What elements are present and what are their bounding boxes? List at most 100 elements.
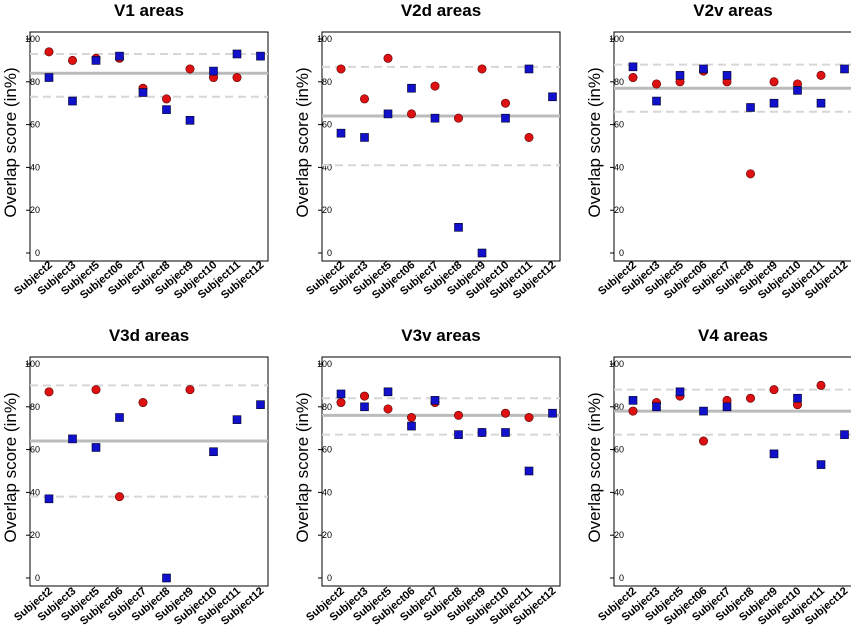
data-point-circle xyxy=(745,169,755,179)
chart-title: V2v areas xyxy=(693,1,772,20)
data-point-square xyxy=(44,494,54,504)
y-tick-label: 80 xyxy=(322,402,332,412)
y-axis-label: Overlap score (in%) xyxy=(585,392,604,542)
data-point-square xyxy=(115,51,124,61)
plot-frame xyxy=(321,356,561,587)
data-point-circle xyxy=(44,47,54,57)
data-point-square xyxy=(383,387,393,397)
data-point-square xyxy=(699,406,708,416)
data-point-square xyxy=(628,396,638,405)
data-point-square xyxy=(360,133,369,142)
data-point-circle xyxy=(500,408,510,418)
y-tick-label: 0 xyxy=(35,248,40,258)
y-tick-label: 20 xyxy=(322,205,332,215)
data-point-square xyxy=(232,49,242,59)
chart-title: V2d areas xyxy=(401,1,481,20)
data-point-circle xyxy=(406,109,416,119)
data-point-square xyxy=(793,86,802,95)
y-tick-label: 20 xyxy=(30,530,40,540)
data-point-square xyxy=(793,393,802,403)
data-point-square xyxy=(840,64,849,74)
data-point-square xyxy=(91,443,101,452)
y-tick-label: 60 xyxy=(322,445,332,455)
data-point-square xyxy=(68,96,77,106)
data-point-circle xyxy=(524,412,534,422)
data-point-square xyxy=(548,92,557,102)
y-tick-label: 20 xyxy=(30,205,40,215)
data-point-square xyxy=(256,400,265,409)
data-point-square xyxy=(524,466,534,476)
data-point-circle xyxy=(44,387,54,397)
data-point-square xyxy=(840,430,849,439)
data-point-square xyxy=(407,83,416,93)
data-point-circle xyxy=(816,70,826,80)
data-point-circle xyxy=(453,410,463,420)
data-point-square xyxy=(91,56,101,65)
chart-panel-4: V3d areas Overlap score (in%) 0 20 40 60 80 100… xyxy=(1,326,269,628)
y-tick-label: 40 xyxy=(30,487,40,497)
data-point-square xyxy=(746,103,755,112)
data-point-square xyxy=(430,113,440,123)
data-point-circle xyxy=(68,55,78,65)
y-tick-label: 80 xyxy=(614,77,624,87)
y-tick-label: 60 xyxy=(614,120,624,130)
data-point-circle xyxy=(628,406,638,416)
data-point-square xyxy=(336,128,346,138)
y-tick-label: 100 xyxy=(25,34,40,44)
chart-title: V1 areas xyxy=(114,1,184,20)
data-point-circle xyxy=(383,53,393,63)
data-point-square xyxy=(652,96,661,106)
data-point-square xyxy=(769,449,779,459)
data-point-square xyxy=(209,447,218,457)
plot-frame xyxy=(613,356,851,587)
y-tick-label: 100 xyxy=(25,359,40,369)
chart-title: V4 areas xyxy=(698,326,768,345)
data-point-circle xyxy=(769,77,779,87)
data-point-circle xyxy=(162,94,172,104)
data-point-square xyxy=(407,421,416,431)
y-axis-label: Overlap score (in%) xyxy=(1,392,20,542)
data-point-square xyxy=(769,98,779,108)
data-point-square xyxy=(360,402,369,412)
y-tick-label: 40 xyxy=(322,162,332,172)
data-point-circle xyxy=(383,404,393,414)
data-point-circle xyxy=(651,79,661,89)
data-point-circle xyxy=(91,385,101,395)
data-point-square xyxy=(209,66,218,76)
data-point-square xyxy=(722,402,732,412)
y-tick-label: 40 xyxy=(30,162,40,172)
y-tick-label: 60 xyxy=(614,445,624,455)
data-point-circle xyxy=(453,113,463,123)
data-point-square xyxy=(501,428,510,437)
data-point-square xyxy=(454,430,463,439)
data-point-square xyxy=(256,51,265,61)
data-point-square xyxy=(44,73,54,82)
data-point-square xyxy=(477,428,487,437)
data-point-square xyxy=(232,415,242,424)
data-point-square xyxy=(628,62,638,72)
data-point-circle xyxy=(500,98,510,108)
data-point-square xyxy=(68,434,77,444)
data-point-circle xyxy=(185,64,195,74)
data-point-circle xyxy=(698,436,708,446)
data-point-circle xyxy=(232,73,242,83)
data-point-square xyxy=(138,88,148,97)
chart-panel-3: V2v areas Overlap score (in%) 0 20 40 60 80 100… xyxy=(585,1,851,302)
data-point-square xyxy=(383,109,393,119)
y-tick-label: 80 xyxy=(30,77,40,87)
data-point-circle xyxy=(816,380,826,390)
y-axis-label: Overlap score (in%) xyxy=(293,67,312,217)
plot-frame xyxy=(29,356,269,587)
y-tick-label: 0 xyxy=(619,248,624,258)
y-tick-label: 60 xyxy=(30,120,40,130)
y-axis-label: Overlap score (in%) xyxy=(1,67,20,217)
data-point-circle xyxy=(359,94,369,104)
data-point-square xyxy=(699,64,708,74)
y-tick-label: 20 xyxy=(614,530,624,540)
data-point-circle xyxy=(138,398,148,408)
y-tick-label: 100 xyxy=(317,34,332,44)
data-point-circle xyxy=(185,385,195,395)
